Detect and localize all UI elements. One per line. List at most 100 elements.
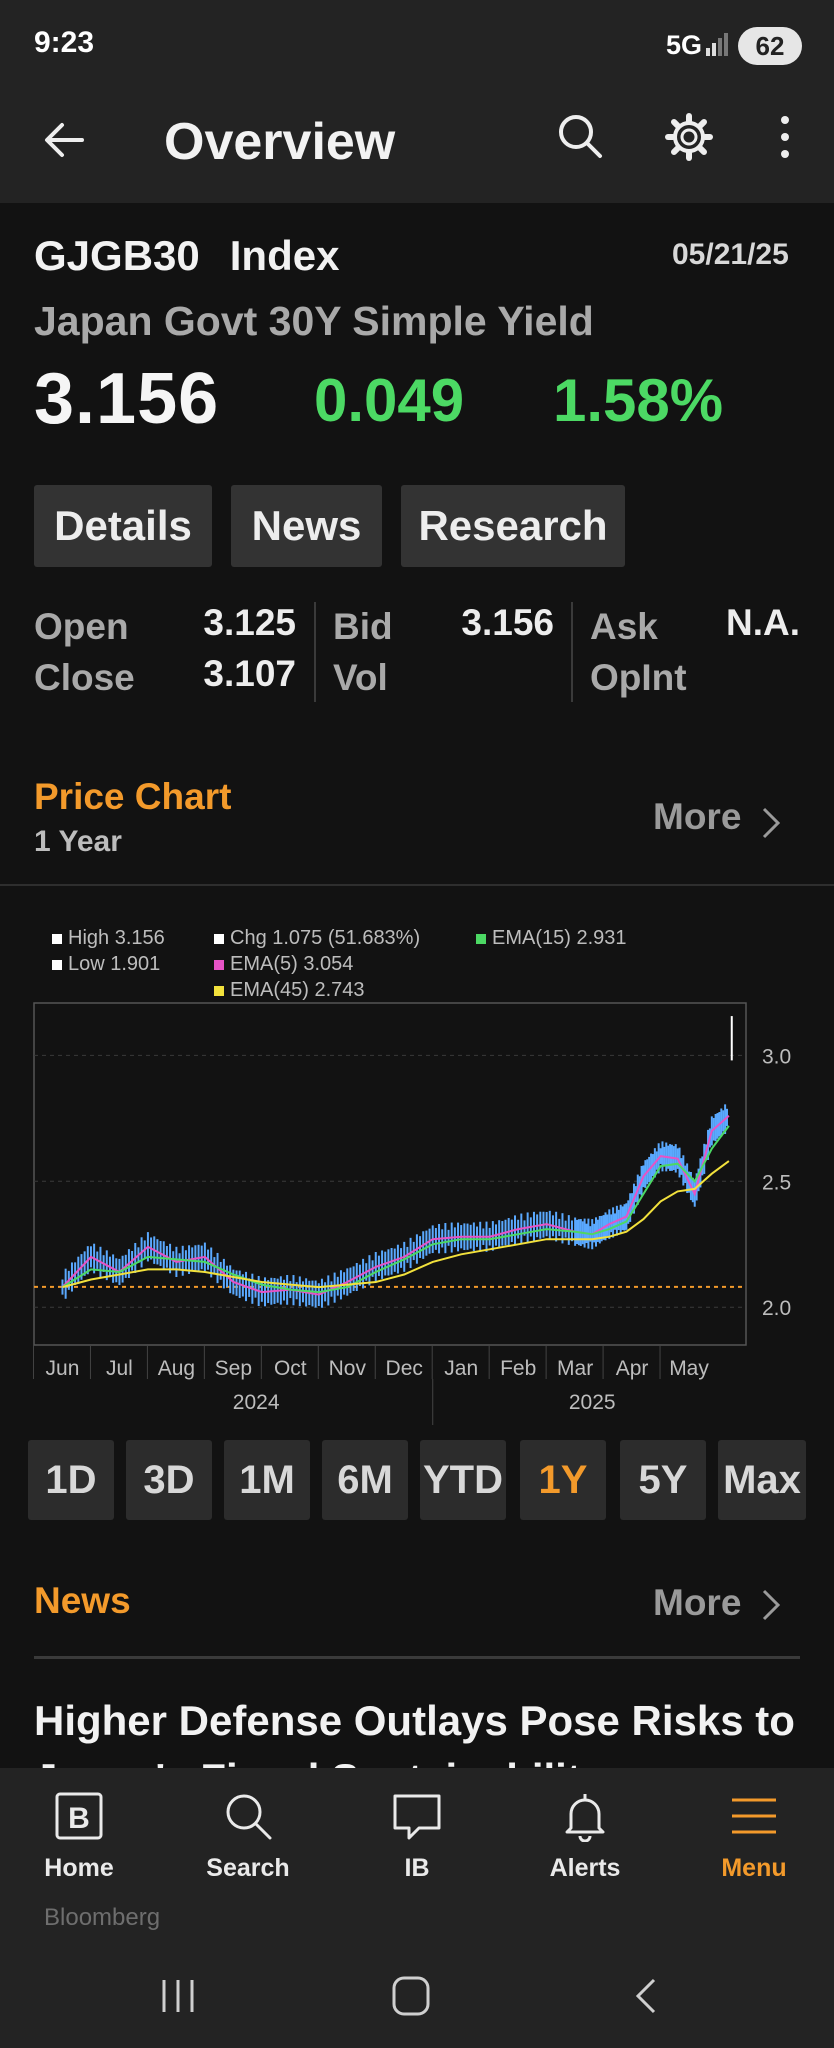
series-line-ema45: [62, 1160, 730, 1289]
price-chart-title: Price Chart: [34, 776, 232, 817]
status-time: 9:23: [34, 26, 95, 59]
quote-date: 05/21/25: [672, 238, 789, 271]
status-bar: [0, 0, 834, 86]
range-button-max[interactable]: Max: [718, 1440, 806, 1520]
security-type: Index: [229, 232, 340, 279]
legend-ema15: EMA(15) 2.931: [476, 927, 627, 950]
x-tick-label: Jul: [106, 1357, 133, 1380]
chevron-right-icon[interactable]: [760, 1588, 782, 1622]
x-tick-label: May: [669, 1357, 709, 1380]
nav-menu[interactable]: Menu: [689, 1790, 819, 1890]
legend-chg: Chg 1.075 (51.683%): [214, 927, 420, 950]
chat-icon: [393, 1794, 441, 1840]
security-name: Japan Govt 30Y Simple Yield: [34, 298, 594, 344]
price-chart-period: 1 Year: [34, 825, 122, 858]
ask-value: N.A.: [726, 602, 800, 643]
percent-change: 1.58%: [553, 367, 724, 434]
range-button-6m[interactable]: 6M: [322, 1440, 408, 1520]
tab-news[interactable]: News: [231, 485, 382, 567]
bell-icon: [565, 1794, 605, 1842]
year-label: 2024: [233, 1391, 280, 1414]
range-button-ytd[interactable]: YTD: [420, 1440, 506, 1520]
news-section-title: News: [34, 1580, 131, 1621]
nav-search[interactable]: Search: [183, 1790, 313, 1890]
recent-apps-icon[interactable]: [162, 1980, 194, 2012]
system-back-icon[interactable]: [635, 1978, 656, 2014]
brand-text: Bloomberg: [44, 1904, 161, 1931]
x-tick-label: Dec: [386, 1357, 423, 1380]
plot-area: [33, 1002, 747, 1346]
divider: [0, 884, 834, 886]
home-button-icon[interactable]: [392, 1976, 430, 2016]
chevron-right-icon[interactable]: [760, 806, 782, 840]
more-options-icon[interactable]: [770, 112, 800, 162]
tab-research[interactable]: Research: [401, 485, 625, 567]
nav-alerts[interactable]: Alerts: [520, 1790, 650, 1890]
open-value: 3.125: [203, 602, 296, 643]
x-tick-label: Jan: [444, 1357, 478, 1380]
x-tick-label: Aug: [158, 1357, 195, 1380]
nav-ib-label: IB: [404, 1854, 430, 1882]
battery-indicator: 62: [738, 27, 802, 65]
legend-chg-text: Chg 1.075 (51.683%): [230, 927, 421, 949]
column-divider: [314, 602, 316, 702]
range-button-1y[interactable]: 1Y: [520, 1440, 606, 1520]
legend-ema5: EMA(5) 3.054: [214, 953, 353, 976]
divider: [34, 1656, 800, 1659]
price-chart[interactable]: 3.0 2.5 2.0 Jun Jul Aug Sep Oct Nov Dec Jan Feb Mar A…: [0, 995, 834, 1425]
tab-details[interactable]: Details: [34, 485, 212, 567]
nav-home-label: Home: [44, 1854, 114, 1882]
battery-level: 62: [755, 30, 785, 61]
network-type: 5G: [666, 30, 703, 60]
search-icon: [226, 1794, 272, 1840]
y-tick-label: 2.5: [762, 1171, 791, 1194]
bottom-navigation: [0, 1768, 834, 2048]
close-value: 3.107: [203, 653, 296, 694]
legend-high: High 3.156: [52, 927, 165, 950]
range-button-3d[interactable]: 3D: [126, 1440, 212, 1520]
x-tick-label: Jun: [46, 1357, 80, 1380]
ticker-line: GJGB30 Index: [34, 232, 339, 280]
x-tick-label: Nov: [329, 1357, 367, 1380]
search-icon[interactable]: [556, 112, 604, 160]
app-header: [0, 86, 834, 203]
back-arrow-icon[interactable]: [42, 118, 86, 162]
x-tick-label: Apr: [616, 1357, 649, 1380]
series-line-ema5: [61, 1115, 730, 1296]
legend-ema15-text: EMA(15) 2.931: [492, 927, 627, 949]
legend-ema45: EMA(45) 2.743: [214, 979, 365, 1002]
opint-label: OpInt: [590, 657, 687, 698]
y-tick-label: 3.0: [762, 1045, 791, 1068]
last-price: 3.156: [34, 359, 220, 439]
page-title: Overview: [164, 113, 396, 171]
year-label: 2025: [569, 1391, 616, 1414]
series-line-ema15: [61, 1125, 730, 1294]
x-tick-label: Feb: [500, 1357, 536, 1380]
nav-home[interactable]: B Home: [14, 1790, 144, 1890]
bid-label: Bid: [333, 606, 393, 647]
menu-icon: [732, 1798, 776, 1834]
legend-low: Low 1.901: [52, 953, 160, 976]
range-button-5y[interactable]: 5Y: [620, 1440, 706, 1520]
column-divider: [571, 602, 573, 702]
svg-text:B: B: [68, 1802, 90, 1835]
ticker-symbol: GJGB30: [34, 232, 200, 279]
y-tick-label: 2.0: [762, 1297, 791, 1320]
system-navigation-bar: [162, 1976, 656, 2016]
news-more-link[interactable]: More: [653, 1582, 742, 1623]
gear-icon[interactable]: [664, 112, 714, 162]
nav-ib[interactable]: IB: [352, 1790, 482, 1890]
signal-icon: [706, 33, 728, 56]
legend-high-text: High 3.156: [68, 927, 165, 949]
vol-label: Vol: [333, 657, 388, 698]
bid-value: 3.156: [461, 602, 554, 643]
x-tick-label: Sep: [215, 1357, 252, 1380]
range-button-1m[interactable]: 1M: [224, 1440, 310, 1520]
legend-ema5-text: EMA(5) 3.054: [230, 953, 354, 975]
open-label: Open: [34, 606, 129, 647]
x-tick-label: Oct: [274, 1357, 307, 1380]
price-chart-more-link[interactable]: More: [653, 796, 742, 837]
nav-menu-label: Menu: [721, 1854, 787, 1882]
range-button-1d[interactable]: 1D: [28, 1440, 114, 1520]
nav-alerts-label: Alerts: [549, 1854, 621, 1882]
